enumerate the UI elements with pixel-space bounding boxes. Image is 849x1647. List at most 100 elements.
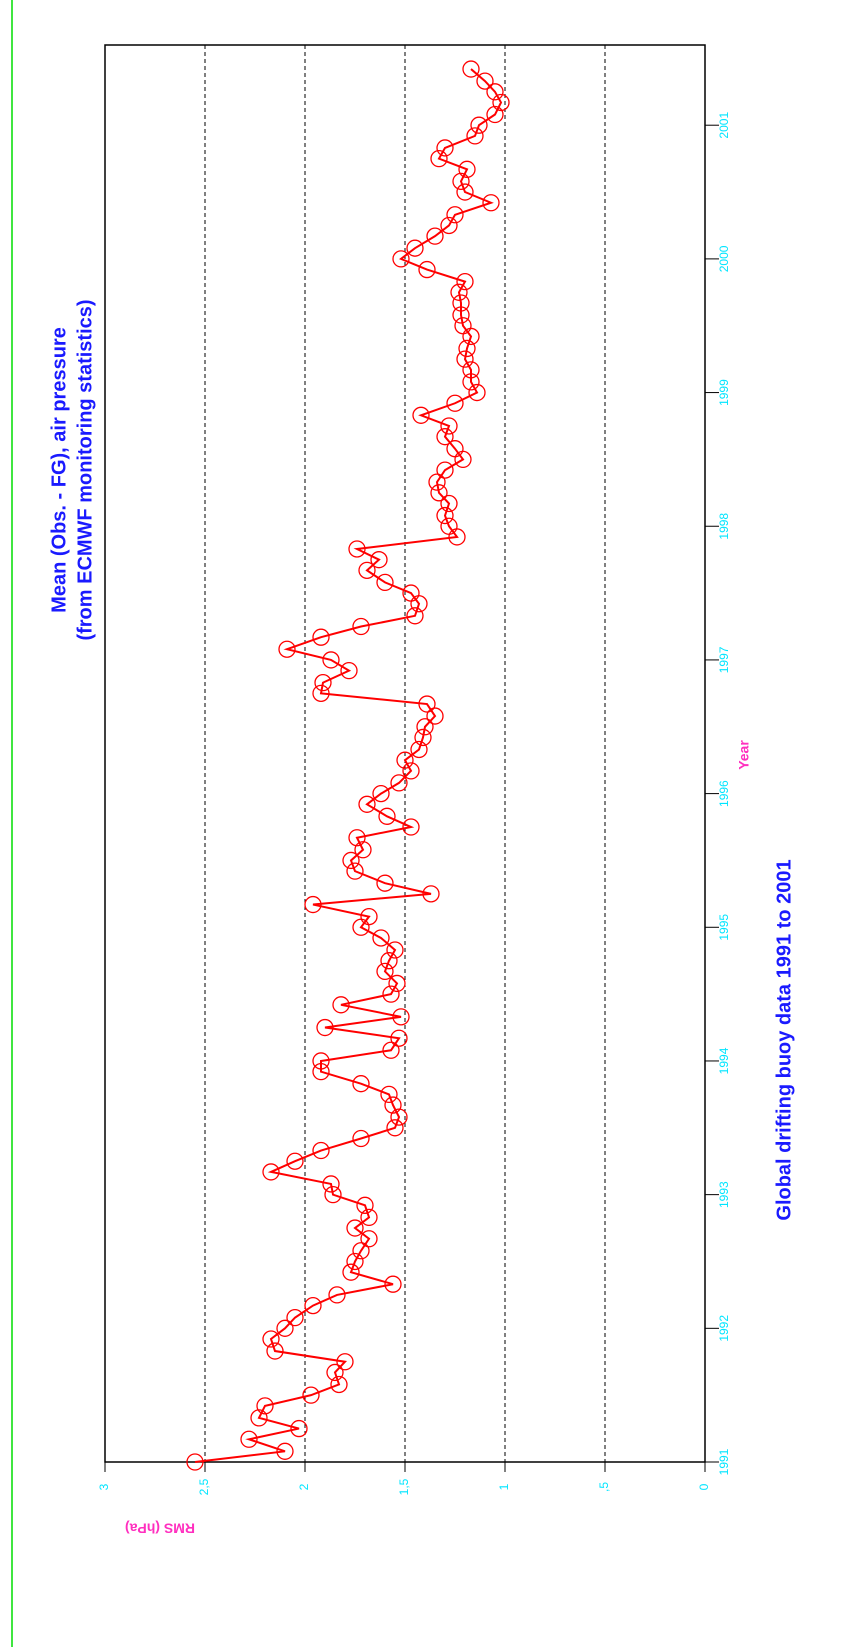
data-marker bbox=[392, 1008, 410, 1026]
x-tick-label: 1992 bbox=[717, 1315, 731, 1342]
data-line bbox=[194, 68, 503, 1463]
x-tick-label: 1997 bbox=[717, 646, 731, 673]
x-tick-label: 2001 bbox=[717, 112, 731, 139]
data-marker bbox=[304, 1296, 322, 1315]
data-marker bbox=[286, 1152, 304, 1170]
x-tick-label: 1996 bbox=[717, 780, 731, 807]
data-marker bbox=[386, 941, 404, 959]
data-marker bbox=[428, 473, 446, 491]
data-marker bbox=[358, 561, 376, 580]
data-marker bbox=[406, 239, 424, 257]
data-marker bbox=[412, 406, 430, 424]
data-marker bbox=[256, 1397, 274, 1415]
data-marker bbox=[380, 1085, 398, 1104]
data-marker bbox=[402, 818, 420, 836]
data-marker bbox=[430, 484, 448, 502]
data-marker bbox=[356, 1196, 374, 1214]
data-marker bbox=[454, 317, 472, 335]
data-marker bbox=[312, 684, 330, 702]
data-marker bbox=[436, 139, 454, 157]
data-marker bbox=[380, 952, 398, 970]
y-tick-label: 1,5 bbox=[397, 1478, 411, 1495]
x-tick-label: 1993 bbox=[717, 1181, 731, 1208]
data-marker bbox=[266, 1342, 284, 1360]
data-marker bbox=[262, 1330, 280, 1348]
data-marker bbox=[414, 728, 432, 747]
data-marker bbox=[482, 194, 500, 212]
x-tick-label: 1995 bbox=[717, 914, 731, 941]
data-marker bbox=[426, 227, 444, 245]
data-marker bbox=[326, 1363, 344, 1382]
data-marker bbox=[446, 394, 464, 412]
data-marker bbox=[276, 1319, 294, 1337]
data-marker bbox=[314, 674, 332, 692]
data-marker bbox=[446, 206, 464, 224]
data-marker bbox=[302, 1386, 320, 1404]
data-marker bbox=[304, 895, 322, 914]
data-marker bbox=[452, 294, 470, 312]
y-tick-label: 2,5 bbox=[197, 1478, 211, 1495]
data-marker bbox=[276, 1442, 294, 1460]
data-marker bbox=[440, 417, 458, 435]
data-marker bbox=[290, 1419, 308, 1438]
data-marker bbox=[352, 1129, 370, 1148]
data-marker bbox=[446, 440, 464, 458]
data-marker bbox=[426, 707, 444, 725]
y-axis-label: RMS (hPa) bbox=[125, 1520, 195, 1536]
data-marker bbox=[452, 172, 470, 191]
data-marker bbox=[348, 829, 366, 847]
x-tick-label: 1991 bbox=[717, 1448, 731, 1475]
data-marker bbox=[328, 1286, 346, 1304]
data-marker bbox=[352, 1075, 370, 1093]
y-tick-label: 2 bbox=[297, 1483, 311, 1490]
data-marker bbox=[402, 762, 420, 780]
y-tick-label: ,5 bbox=[597, 1482, 611, 1492]
data-marker bbox=[486, 105, 504, 124]
data-marker bbox=[462, 373, 480, 391]
data-marker bbox=[440, 216, 458, 235]
data-marker bbox=[436, 506, 454, 525]
data-marker bbox=[358, 795, 376, 813]
data-marker bbox=[416, 718, 434, 736]
data-marker bbox=[410, 740, 428, 759]
x-axis-label: Year bbox=[736, 740, 752, 770]
data-marker bbox=[492, 93, 510, 112]
data-marker bbox=[396, 751, 414, 769]
data-marker bbox=[352, 1242, 370, 1260]
data-marker bbox=[418, 695, 436, 713]
data-marker bbox=[458, 160, 476, 178]
data-marker bbox=[440, 494, 458, 513]
data-marker bbox=[312, 1141, 330, 1160]
data-marker bbox=[340, 661, 358, 680]
data-marker bbox=[312, 1052, 330, 1070]
data-marker bbox=[456, 350, 474, 368]
caption: Global drifting buoy data 1991 to 2001 bbox=[773, 859, 795, 1220]
data-marker bbox=[486, 83, 504, 101]
data-marker bbox=[352, 617, 370, 636]
data-marker bbox=[278, 640, 296, 658]
data-marker bbox=[322, 651, 340, 669]
data-marker bbox=[436, 461, 454, 479]
data-marker bbox=[346, 1252, 364, 1271]
data-marker bbox=[336, 1353, 354, 1371]
data-marker bbox=[312, 628, 330, 646]
data-marker bbox=[402, 584, 420, 602]
y-tick-label: 1 bbox=[497, 1483, 511, 1490]
data-marker bbox=[376, 874, 394, 892]
data-marker bbox=[440, 517, 458, 535]
data-marker bbox=[262, 1163, 280, 1181]
data-marker bbox=[462, 60, 480, 78]
chart-subtitle: (from ECMWF monitoring statistics) bbox=[74, 299, 96, 640]
data-marker bbox=[430, 149, 448, 168]
data-marker bbox=[354, 841, 372, 859]
data-marker bbox=[436, 428, 454, 446]
x-tick-label: 1998 bbox=[717, 513, 731, 540]
data-marker bbox=[346, 862, 364, 880]
y-tick-label: 0 bbox=[697, 1483, 711, 1490]
data-marker bbox=[342, 1263, 360, 1281]
data-marker bbox=[376, 573, 394, 592]
data-marker bbox=[370, 551, 388, 569]
data-marker bbox=[386, 1119, 404, 1137]
x-tick-label: 1994 bbox=[717, 1047, 731, 1074]
